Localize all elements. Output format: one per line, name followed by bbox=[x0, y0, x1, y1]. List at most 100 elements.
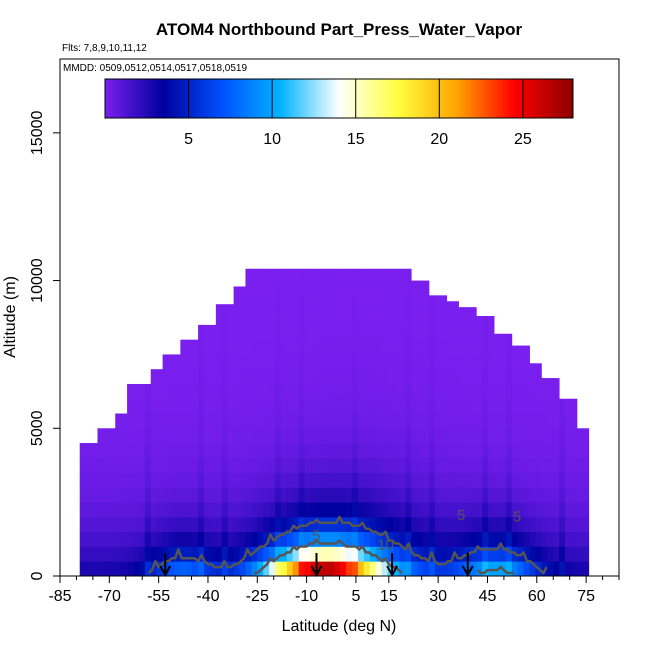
heatmap-cell bbox=[286, 516, 294, 533]
heatmap-cell bbox=[446, 443, 454, 459]
heatmap-cell bbox=[316, 369, 323, 385]
heatmap-cell bbox=[535, 369, 542, 385]
heatmap-cell bbox=[340, 295, 347, 311]
heatmap-cell bbox=[488, 443, 495, 459]
heatmap-cell bbox=[346, 546, 353, 562]
heatmap-cell bbox=[446, 398, 454, 414]
heatmap-cell bbox=[298, 268, 306, 281]
heatmap-cell bbox=[115, 531, 122, 547]
heatmap-cell bbox=[470, 354, 477, 370]
heatmap-cell bbox=[204, 354, 211, 370]
heatmap-cell bbox=[452, 301, 459, 311]
heatmap-cell bbox=[334, 561, 341, 577]
heatmap-cell bbox=[434, 472, 442, 488]
heatmap-cell bbox=[452, 472, 459, 488]
heatmap-cell bbox=[275, 369, 282, 385]
heatmap-cell bbox=[85, 531, 92, 547]
heatmap-cell bbox=[363, 487, 371, 503]
heatmap-cell bbox=[351, 487, 359, 503]
heatmap-cell bbox=[298, 516, 306, 533]
heatmap-cell bbox=[334, 443, 341, 459]
heatmap-cell bbox=[209, 546, 217, 562]
heatmap-cell bbox=[399, 295, 406, 311]
heatmap-cell bbox=[357, 428, 365, 444]
heatmap-cell bbox=[523, 457, 530, 473]
heatmap-cell bbox=[428, 324, 436, 341]
heatmap-cell bbox=[446, 457, 454, 473]
heatmap-cell bbox=[109, 531, 116, 547]
heatmap-cell bbox=[357, 354, 365, 370]
heatmap-cell bbox=[91, 443, 98, 459]
heatmap-cell bbox=[156, 398, 163, 414]
heatmap-cell bbox=[316, 324, 323, 341]
heatmap-cell bbox=[476, 457, 483, 473]
heatmap-cell bbox=[192, 428, 199, 444]
heatmap-cell bbox=[446, 546, 454, 562]
heatmap-cell bbox=[351, 398, 359, 414]
heatmap-cell bbox=[275, 324, 282, 341]
heatmap-cell bbox=[174, 487, 181, 503]
heatmap-cell bbox=[257, 516, 264, 533]
heatmap-cell bbox=[233, 286, 240, 296]
heatmap-cell bbox=[399, 472, 406, 488]
heatmap-cell bbox=[298, 324, 306, 341]
heatmap-cell bbox=[346, 383, 353, 400]
heatmap-cell bbox=[209, 531, 217, 547]
heatmap-cell bbox=[529, 398, 536, 414]
heatmap-cell bbox=[375, 472, 382, 488]
heatmap-cell bbox=[221, 443, 229, 459]
heatmap-cell bbox=[245, 561, 252, 577]
heatmap-cell bbox=[511, 457, 519, 473]
heatmap-cell bbox=[97, 546, 104, 562]
heatmap-cell bbox=[162, 383, 169, 400]
heatmap-cell bbox=[346, 531, 353, 547]
heatmap-cell bbox=[535, 472, 542, 488]
heatmap-cell bbox=[251, 324, 258, 341]
heatmap-cell bbox=[174, 502, 181, 518]
heatmap-cell bbox=[482, 516, 489, 533]
heatmap-cell bbox=[174, 443, 181, 459]
heatmap-cell bbox=[446, 531, 454, 547]
heatmap-cell bbox=[251, 502, 258, 518]
heatmap-cell bbox=[334, 268, 341, 281]
heatmap-cell bbox=[174, 531, 181, 547]
heatmap-cell bbox=[470, 369, 477, 385]
heatmap-cell bbox=[103, 502, 110, 518]
heatmap-cell bbox=[280, 487, 288, 503]
heatmap-cell bbox=[488, 398, 495, 414]
heatmap-cell bbox=[517, 413, 525, 429]
heatmap-cell bbox=[582, 516, 590, 533]
heatmap-cell bbox=[280, 472, 288, 488]
heatmap-cell bbox=[417, 457, 424, 473]
heatmap-cell bbox=[328, 413, 335, 429]
heatmap-cell bbox=[280, 561, 288, 577]
heatmap-cell bbox=[204, 531, 211, 547]
heatmap-cell bbox=[121, 516, 128, 533]
heatmap-cell bbox=[304, 354, 311, 370]
heatmap-cell bbox=[292, 295, 300, 311]
heatmap-cell bbox=[150, 369, 158, 385]
heatmap-cell bbox=[363, 516, 371, 533]
heatmap-cell bbox=[304, 428, 311, 444]
heatmap-cell bbox=[233, 561, 240, 577]
heatmap-cell bbox=[405, 472, 412, 488]
heatmap-cell bbox=[559, 443, 566, 459]
heatmap-cell bbox=[275, 531, 282, 547]
heatmap-cell bbox=[115, 502, 122, 518]
heatmap-cell bbox=[245, 443, 252, 459]
heatmap-cell bbox=[263, 472, 270, 488]
heatmap-cell bbox=[180, 531, 187, 547]
heatmap-cell bbox=[553, 428, 560, 444]
heatmap-cell bbox=[417, 443, 424, 459]
heatmap-cell bbox=[452, 531, 459, 547]
heatmap-cell bbox=[458, 531, 465, 547]
heatmap-cell bbox=[387, 354, 394, 370]
heatmap-cell bbox=[263, 398, 270, 414]
heatmap-cell bbox=[156, 531, 163, 547]
heatmap-cell bbox=[174, 561, 181, 577]
heatmap-cell bbox=[269, 354, 276, 370]
heatmap-cell bbox=[440, 428, 448, 444]
heatmap-cell bbox=[505, 413, 513, 429]
heatmap-cell bbox=[245, 413, 252, 429]
heatmap-cell bbox=[334, 546, 341, 562]
